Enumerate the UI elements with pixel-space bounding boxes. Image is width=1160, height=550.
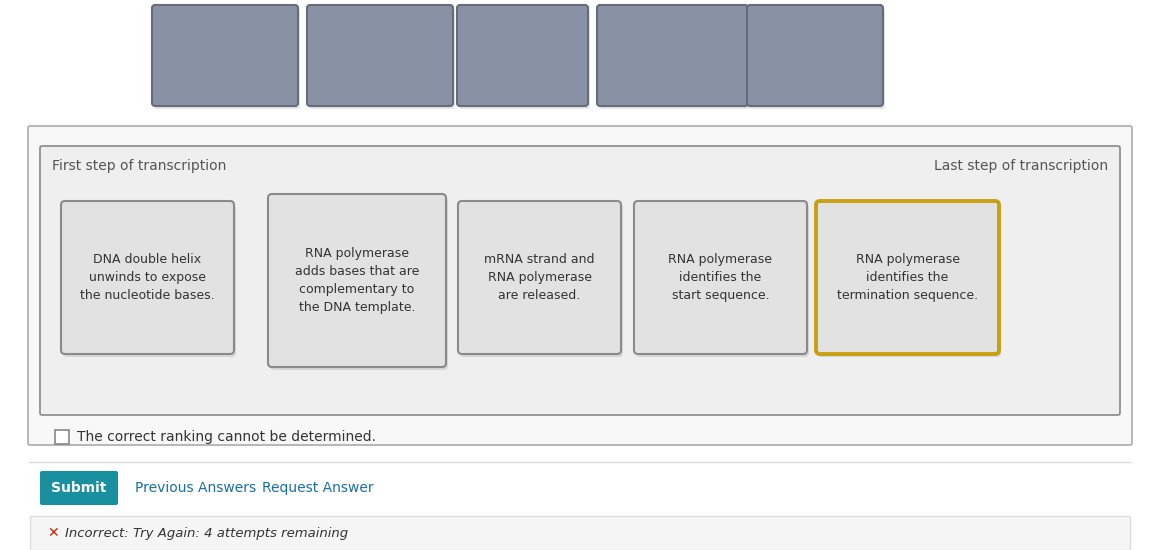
FancyBboxPatch shape [457, 5, 588, 106]
FancyBboxPatch shape [749, 8, 885, 109]
Text: First step of transcription: First step of transcription [52, 159, 226, 173]
Text: Last step of transcription: Last step of transcription [934, 159, 1108, 173]
Text: Submit: Submit [51, 481, 107, 495]
FancyBboxPatch shape [307, 5, 454, 106]
Text: The correct ranking cannot be determined.: The correct ranking cannot be determined… [77, 430, 376, 444]
Text: RNA polymerase
identifies the
start sequence.: RNA polymerase identifies the start sequ… [668, 253, 773, 302]
FancyBboxPatch shape [154, 8, 300, 109]
FancyBboxPatch shape [459, 8, 590, 109]
FancyBboxPatch shape [461, 204, 623, 357]
FancyBboxPatch shape [152, 5, 298, 106]
FancyBboxPatch shape [61, 201, 234, 354]
FancyBboxPatch shape [309, 8, 455, 109]
FancyBboxPatch shape [39, 146, 1121, 415]
FancyBboxPatch shape [599, 8, 751, 109]
FancyBboxPatch shape [63, 204, 235, 357]
FancyBboxPatch shape [28, 126, 1132, 445]
Bar [30, 516, 1130, 550]
Text: RNA polymerase
adds bases that are
complementary to
the DNA template.: RNA polymerase adds bases that are compl… [295, 247, 419, 314]
FancyBboxPatch shape [818, 204, 1001, 357]
FancyBboxPatch shape [458, 201, 621, 354]
FancyBboxPatch shape [268, 194, 445, 367]
FancyBboxPatch shape [636, 204, 809, 357]
FancyBboxPatch shape [635, 201, 807, 354]
Text: mRNA strand and
RNA polymerase
are released.: mRNA strand and RNA polymerase are relea… [484, 253, 595, 302]
Text: Incorrect: Try Again: 4 attempts remaining: Incorrect: Try Again: 4 attempts remaini… [65, 526, 348, 540]
Text: Request Answer: Request Answer [262, 481, 374, 495]
Text: DNA double helix
unwinds to expose
the nucleotide bases.: DNA double helix unwinds to expose the n… [80, 253, 215, 302]
Text: Previous Answers: Previous Answers [135, 481, 256, 495]
Text: RNA polymerase
identifies the
termination sequence.: RNA polymerase identifies the terminatio… [836, 253, 978, 302]
FancyBboxPatch shape [270, 197, 448, 370]
FancyBboxPatch shape [39, 471, 118, 505]
FancyBboxPatch shape [747, 5, 883, 106]
FancyBboxPatch shape [597, 5, 748, 106]
Text: ✕: ✕ [48, 526, 59, 540]
FancyBboxPatch shape [815, 201, 999, 354]
Bar [55, 430, 68, 444]
